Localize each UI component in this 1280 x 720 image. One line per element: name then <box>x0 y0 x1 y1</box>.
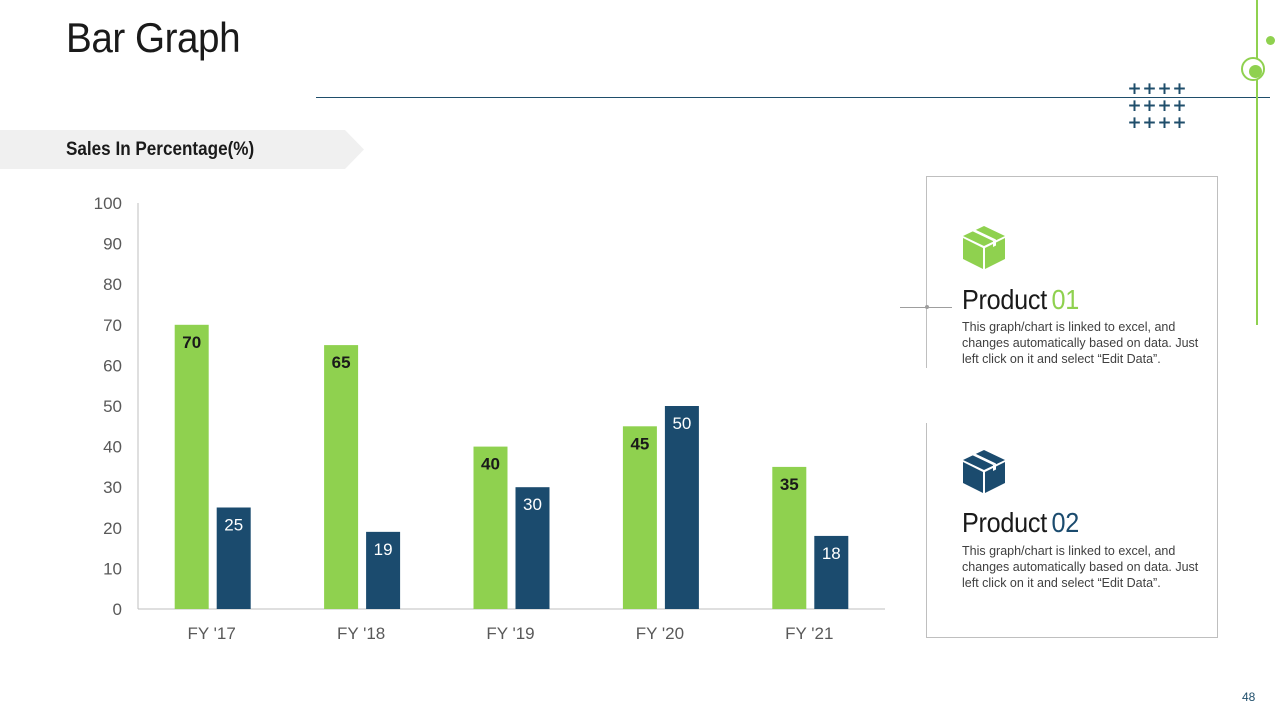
plus-icon: + <box>1157 79 1172 99</box>
product-01-word: Product <box>962 284 1047 315</box>
legend-connector-dot <box>925 305 929 309</box>
plus-icon: + <box>1127 113 1142 133</box>
decorative-plus-grid: + + + + + + + + + + + + <box>1127 81 1189 132</box>
package-icon-flap <box>993 463 996 471</box>
decorative-dot-icon <box>1266 36 1275 45</box>
bar-data-label: 30 <box>523 495 542 514</box>
bar-data-label: 18 <box>822 544 841 563</box>
bar-data-label: 25 <box>224 516 243 535</box>
bar-data-label: 35 <box>780 475 799 494</box>
decorative-filled-dot-icon <box>1249 65 1262 78</box>
package-icon-right <box>985 462 1005 493</box>
slide-title: Bar Graph <box>66 14 241 61</box>
x-tick-label: FY '19 <box>486 624 534 643</box>
y-tick-label: 40 <box>103 438 122 457</box>
y-tick-label: 100 <box>94 194 122 213</box>
bar <box>664 406 699 609</box>
plus-icon: + <box>1142 79 1157 99</box>
bar <box>174 324 209 609</box>
product-02-word: Product <box>962 507 1047 538</box>
header-divider <box>316 97 1270 98</box>
y-tick-label: 20 <box>103 519 122 538</box>
plus-icon: + <box>1127 79 1142 99</box>
product-02-description: This graph/chart is linked to excel, and… <box>962 544 1199 590</box>
plus-icon: + <box>1142 96 1157 116</box>
page-number: 48 <box>1242 690 1256 704</box>
y-tick-label: 90 <box>103 235 122 254</box>
y-tick-label: 60 <box>103 356 122 375</box>
package-icon-right <box>985 238 1005 269</box>
plus-icon: + <box>1157 113 1172 133</box>
plus-icon: + <box>1172 79 1187 99</box>
bar <box>473 446 508 609</box>
x-tick-label: FY '20 <box>636 624 684 643</box>
bar <box>216 507 251 609</box>
package-icon-left <box>963 238 983 269</box>
bar <box>772 466 807 609</box>
y-tick-label: 0 <box>113 600 122 619</box>
y-tick-label: 30 <box>103 478 122 497</box>
y-tick-label: 10 <box>103 559 122 578</box>
package-icon-flap <box>993 239 996 247</box>
bar <box>814 535 849 609</box>
bar-data-label: 70 <box>182 333 201 352</box>
product-01-description: This graph/chart is linked to excel, and… <box>962 320 1199 366</box>
bar <box>324 345 359 609</box>
section-banner: Sales In Percentage(%) <box>0 130 364 169</box>
package-icon <box>963 226 1005 269</box>
plus-icon: + <box>1127 96 1142 116</box>
decorative-vertical-line <box>1256 0 1258 325</box>
product-02-title: Product 02 <box>962 507 1079 539</box>
bar-data-label: 19 <box>374 540 393 559</box>
package-icon-tape <box>972 453 996 465</box>
x-tick-label: FY '18 <box>337 624 385 643</box>
legend-panel-gap <box>920 368 934 423</box>
bar <box>622 426 657 609</box>
y-tick-label: 80 <box>103 275 122 294</box>
bar-data-label: 50 <box>672 414 691 433</box>
package-icon-left <box>963 462 983 493</box>
package-icon <box>963 450 1005 493</box>
bar-chart: 0 10 20 30 40 50 60 70 80 90 100 70 25 FY '17 65 19 FY '… <box>94 194 885 643</box>
x-tick-label: FY '21 <box>785 624 833 643</box>
x-tick-label: FY '17 <box>188 624 236 643</box>
bar <box>515 487 550 609</box>
bar-data-label: 40 <box>481 455 500 474</box>
bar-data-label: 45 <box>630 434 649 453</box>
product-01-number: 01 <box>1051 284 1079 315</box>
plus-icon: + <box>1172 96 1187 116</box>
y-tick-label: 50 <box>103 397 122 416</box>
bar <box>366 531 401 609</box>
plus-icon: + <box>1172 113 1187 133</box>
product-01-title: Product 01 <box>962 284 1079 316</box>
y-tick-label: 70 <box>103 316 122 335</box>
package-icon-tape <box>972 229 996 241</box>
section-label: Sales In Percentage(%) <box>66 139 255 160</box>
plus-icon: + <box>1142 113 1157 133</box>
bar-data-label: 65 <box>332 353 351 372</box>
product-02-number: 02 <box>1051 507 1079 538</box>
plus-icon: + <box>1157 96 1172 116</box>
